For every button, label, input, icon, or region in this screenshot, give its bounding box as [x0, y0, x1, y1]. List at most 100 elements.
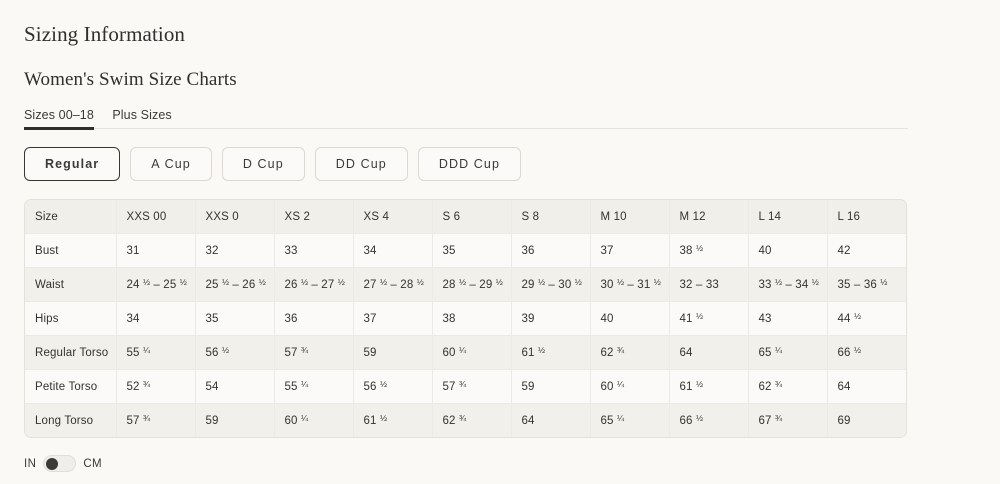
- measurement-cell: 59: [195, 403, 275, 437]
- measurement-cell: 57 ¾: [116, 403, 196, 437]
- measurement-cell: 35: [195, 301, 275, 336]
- measurement-cell: 59: [353, 335, 433, 370]
- measurement-cell: 35: [432, 233, 512, 268]
- row-label-cell: Long Torso: [25, 403, 117, 437]
- cup-button-d-cup[interactable]: D Cup: [221, 147, 305, 181]
- measurement-cell: 37 – 38 ½: [906, 268, 907, 302]
- table-header-cell: L 16: [827, 200, 906, 234]
- measurement-cell: 61 ½: [353, 403, 433, 437]
- measurement-cell: 37: [353, 301, 433, 336]
- cup-button-a-cup[interactable]: A Cup: [130, 147, 212, 181]
- measurement-cell: 31: [116, 233, 196, 268]
- row-label-cell: Waist: [25, 267, 117, 302]
- measurement-cell: 55 ¼: [274, 369, 354, 404]
- measurement-cell: 38 ½: [669, 233, 749, 268]
- measurement-cell: 41 ½: [669, 301, 749, 336]
- measurement-cell: 30 ½ – 31 ½: [590, 267, 670, 302]
- measurement-cell: 25 ½ – 26 ½: [195, 267, 275, 302]
- cup-button-ddd-cup[interactable]: DDD Cup: [417, 147, 521, 181]
- measurement-cell: 57 ¾: [432, 369, 512, 404]
- measurement-cell: 64: [827, 369, 906, 404]
- measurement-cell: 28 ½ – 29 ½: [432, 267, 512, 302]
- row-label-cell: Regular Torso: [25, 335, 117, 370]
- size-chart-tabs: Sizes 00–18 Plus Sizes: [24, 106, 908, 130]
- measurement-cell: 57 ¾: [274, 335, 354, 370]
- table-header-cell: XS 4: [353, 200, 433, 234]
- tab-plus-sizes[interactable]: Plus Sizes: [112, 108, 172, 122]
- table-header-cell: XXS 0: [195, 200, 275, 234]
- measurement-cell: 52 ¾: [116, 369, 196, 404]
- cup-button-dd-cup[interactable]: DD Cup: [314, 147, 408, 181]
- row-label-cell: Bust: [25, 233, 117, 268]
- cup-button-regular[interactable]: Regular: [24, 147, 121, 181]
- measurement-cell: 61 ½: [669, 369, 749, 404]
- measurement-cell: 34: [353, 233, 433, 268]
- measurement-cell: 70 ¼: [906, 404, 907, 438]
- measurement-cell: 60 ¼: [274, 403, 354, 437]
- measurement-cell: 33: [274, 233, 354, 268]
- unit-toggle-switch[interactable]: [43, 455, 77, 472]
- table-header-cell: S 8: [511, 200, 591, 234]
- measurement-cell: 44: [906, 234, 907, 268]
- measurement-cell: 59: [511, 369, 591, 404]
- tab-sizes-00-18[interactable]: Sizes 00–18: [24, 108, 94, 130]
- table-header-cell: M 10: [590, 200, 670, 234]
- table-header-cell: M 12: [669, 200, 749, 234]
- measurement-cell: 32: [195, 233, 275, 268]
- measurement-cell: 60 ¼: [432, 335, 512, 370]
- measurement-cell: 35 – 36 ½: [827, 267, 906, 302]
- table-header-cell: XS 2: [274, 200, 354, 234]
- table-header-cell: S 6: [432, 200, 512, 234]
- measurement-cell: 36: [511, 233, 591, 268]
- measurement-cell: 40: [748, 233, 828, 268]
- measurement-cell: 54: [195, 369, 275, 404]
- measurement-cell: 62 ¾: [590, 335, 670, 370]
- measurement-cell: 39: [511, 301, 591, 336]
- measurement-cell: 64: [669, 335, 749, 370]
- measurement-cell: 56 ½: [195, 335, 275, 370]
- table-row: Waist 24 ½ – 25 ½ 25 ½ – 26 ½ 26 ½ – 27 ½ 27…: [25, 267, 907, 302]
- measurement-cell: 27 ½ – 28 ½: [353, 267, 433, 302]
- measurement-cell: 64: [511, 403, 591, 437]
- measurement-cell: 62 ¾: [748, 369, 828, 404]
- row-label-cell: Hips: [25, 301, 117, 336]
- measurement-cell: 38: [432, 301, 512, 336]
- unit-toggle: IN CM: [24, 455, 976, 472]
- measurement-cell: 60 ¼: [590, 369, 670, 404]
- measurement-cell: 34: [116, 301, 196, 336]
- measurement-cell: 40: [590, 301, 670, 336]
- row-label-cell: Petite Torso: [25, 369, 117, 404]
- table-header-cell: XXS 00: [116, 200, 196, 234]
- measurement-cell: 65 ¼: [748, 335, 828, 370]
- measurement-cell: 67 ¾: [748, 403, 828, 437]
- unit-label-in: IN: [24, 457, 37, 470]
- table-header-cell: XL 18: [906, 200, 907, 234]
- unit-label-cm: CM: [83, 457, 102, 470]
- table-row: Long Torso 57 ¾ 59 60 ¼ 61 ½ 62 ¾ 64 65 ¼ 66 ½ 67…: [25, 403, 907, 438]
- measurement-cell: 36: [274, 301, 354, 336]
- measurement-cell: 24 ½ – 25 ½: [116, 267, 196, 302]
- measurement-cell: 46 ½: [906, 302, 907, 336]
- table-header-cell: L 14: [748, 200, 828, 234]
- measurement-cell: 69: [827, 403, 906, 437]
- cup-size-button-group: Regular A Cup D Cup DD Cup DDD Cup: [24, 147, 976, 181]
- measurement-cell: 62 ¾: [432, 403, 512, 437]
- table-row: Petite Torso 52 ¾ 54 55 ¼ 56 ½ 57 ¾ 59 60 ¼ 61 ½…: [25, 369, 907, 404]
- measurement-cell: 26 ½ – 27 ½: [274, 267, 354, 302]
- unit-toggle-knob: [45, 457, 59, 470]
- page-title: Sizing Information: [24, 22, 186, 46]
- measurement-cell: 55 ¼: [116, 335, 196, 370]
- measurement-cell: 43: [748, 301, 828, 336]
- measurement-cell: 32 – 33: [669, 267, 749, 302]
- measurement-cell: 65 ¼: [906, 370, 907, 404]
- measurement-cell: 42: [827, 233, 906, 268]
- measurement-cell: 61 ½: [511, 335, 591, 370]
